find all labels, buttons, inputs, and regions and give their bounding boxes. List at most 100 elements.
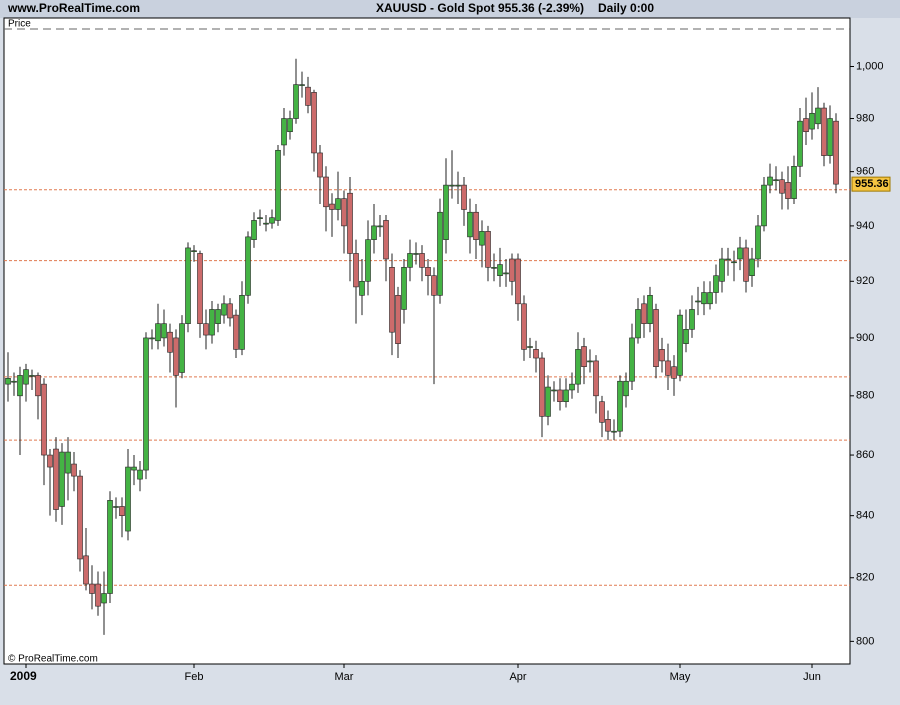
candle-body bbox=[17, 375, 23, 397]
candle-body bbox=[65, 451, 71, 474]
candle-body bbox=[47, 454, 53, 468]
y-tick-label: 920 bbox=[856, 275, 874, 287]
x-tick-label: May bbox=[670, 671, 691, 683]
candle-body bbox=[125, 466, 131, 532]
x-tick-label: Apr bbox=[509, 671, 526, 683]
header-bar bbox=[0, 0, 900, 18]
x-tick-label: Mar bbox=[335, 671, 354, 683]
candle-body bbox=[119, 506, 125, 516]
candle-body bbox=[335, 198, 341, 210]
candle-body bbox=[59, 451, 65, 507]
candle-body bbox=[731, 261, 737, 264]
candle-body bbox=[353, 253, 359, 288]
candle-body bbox=[437, 211, 443, 296]
candle-body bbox=[365, 239, 371, 282]
candle-body bbox=[563, 389, 569, 402]
candle-body bbox=[155, 323, 161, 342]
candle-body bbox=[689, 309, 695, 330]
candle-body bbox=[347, 192, 353, 254]
candle-body bbox=[287, 118, 293, 133]
candle-body bbox=[755, 225, 761, 260]
candle-body bbox=[227, 303, 233, 319]
candle-body bbox=[311, 92, 317, 154]
candle-body bbox=[383, 220, 389, 260]
candle-body bbox=[317, 152, 323, 178]
candle-body bbox=[827, 118, 833, 156]
candle-body bbox=[11, 380, 17, 383]
candle-body bbox=[773, 179, 779, 182]
candle-body bbox=[389, 267, 395, 333]
candle-body bbox=[521, 303, 527, 350]
candle-body bbox=[395, 295, 401, 344]
candle-body bbox=[425, 267, 431, 277]
candle-body bbox=[533, 349, 539, 359]
candle-body bbox=[299, 84, 305, 86]
candle-body bbox=[419, 253, 425, 268]
candle-body bbox=[341, 198, 347, 227]
candle-body bbox=[467, 211, 473, 238]
candle-body bbox=[443, 184, 449, 240]
candle-body bbox=[545, 386, 551, 417]
y-tick-label: 880 bbox=[856, 390, 874, 402]
candle-body bbox=[257, 217, 263, 219]
panel-label: Price bbox=[8, 19, 31, 30]
candle-body bbox=[695, 300, 701, 303]
candle-body bbox=[743, 247, 749, 282]
candle-body bbox=[203, 323, 209, 336]
candle-body bbox=[107, 500, 113, 594]
candle-body bbox=[623, 380, 629, 397]
candle-body bbox=[803, 118, 809, 133]
candle-body bbox=[371, 225, 377, 240]
candle-body bbox=[617, 380, 623, 432]
candle-body bbox=[245, 236, 251, 296]
y-tick-label: 1,000 bbox=[856, 60, 884, 72]
plot-area bbox=[3, 17, 851, 665]
copyright: © ProRealTime.com bbox=[8, 654, 98, 665]
candle-body bbox=[209, 309, 215, 336]
candle-body bbox=[575, 349, 581, 385]
candle-body bbox=[77, 475, 83, 560]
candle-body bbox=[191, 250, 197, 252]
candle-body bbox=[215, 309, 221, 324]
y-tick-label: 860 bbox=[856, 449, 874, 461]
last-price-label: 955.36 bbox=[855, 178, 889, 190]
x-tick-label: Jun bbox=[803, 671, 821, 683]
candle-body bbox=[785, 182, 791, 199]
candle-body bbox=[131, 466, 137, 471]
candle-body bbox=[149, 337, 155, 340]
candle-body bbox=[179, 323, 185, 373]
candle-body bbox=[557, 389, 563, 402]
candle-body bbox=[359, 280, 365, 296]
candle-body bbox=[29, 375, 35, 377]
candle-body bbox=[239, 295, 245, 350]
candle-body bbox=[305, 86, 311, 106]
candle-body bbox=[83, 555, 89, 585]
candle-body bbox=[833, 120, 839, 185]
candle-body bbox=[137, 469, 143, 480]
period: Daily 0:00 bbox=[598, 1, 654, 15]
candle-body bbox=[23, 369, 29, 385]
candle-body bbox=[329, 203, 335, 210]
candle-body bbox=[515, 258, 521, 305]
candle-body bbox=[377, 225, 383, 228]
candle-body bbox=[233, 314, 239, 350]
candle-body bbox=[629, 337, 635, 382]
x-tick-label: 2009 bbox=[10, 669, 37, 683]
candle-body bbox=[35, 375, 41, 397]
candle-body bbox=[503, 272, 509, 275]
candle-body bbox=[791, 165, 797, 199]
candle-body bbox=[635, 309, 641, 339]
candle-body bbox=[701, 292, 707, 305]
candle-body bbox=[491, 267, 497, 269]
candle-body bbox=[569, 383, 575, 391]
candle-body bbox=[263, 222, 269, 225]
candle-body bbox=[599, 401, 605, 423]
candle-body bbox=[761, 184, 767, 227]
candle-body bbox=[497, 264, 503, 277]
candle-body bbox=[767, 176, 773, 186]
candle-body bbox=[539, 357, 545, 417]
candle-body bbox=[809, 112, 815, 130]
candle-body bbox=[449, 184, 455, 187]
candle-body bbox=[173, 337, 179, 376]
